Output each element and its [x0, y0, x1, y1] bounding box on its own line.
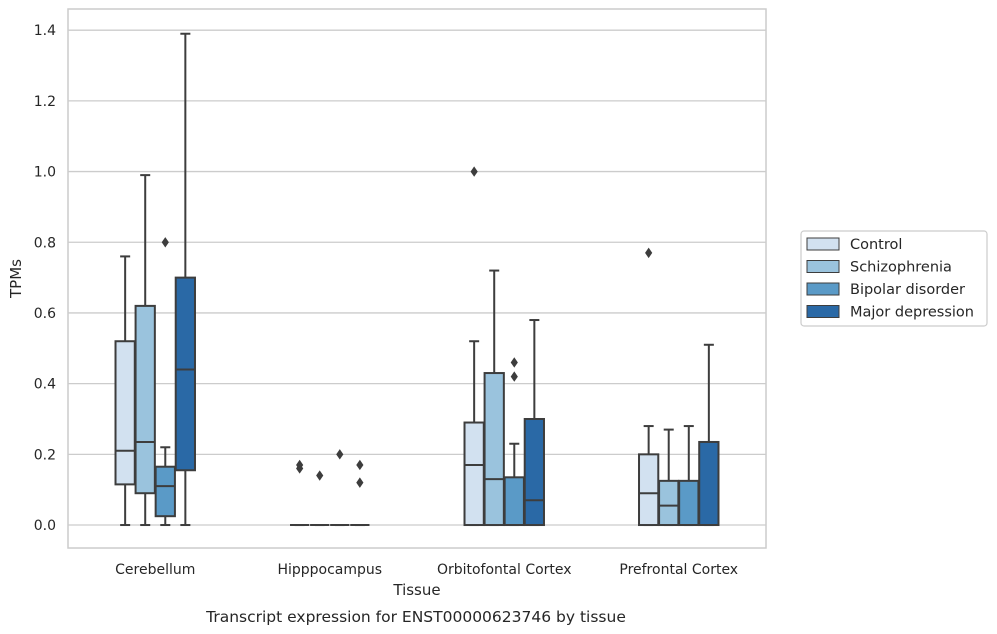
outlier-point	[510, 357, 518, 368]
legend: Control Schizophrenia Bipolar disorder Majo…	[800, 230, 988, 327]
box-major-depression-2	[523, 319, 545, 527]
outlier-point	[510, 371, 518, 382]
box-bipolar-disorder-0	[154, 237, 176, 527]
box-bipolar-disorder-2	[503, 357, 525, 527]
box-control-2	[463, 166, 485, 527]
legend-swatch	[806, 282, 840, 296]
legend-swatch	[806, 237, 840, 251]
iqr-box	[174, 276, 196, 472]
y-axis-label: TPMs	[7, 259, 25, 299]
legend-frame	[800, 230, 988, 327]
box-schizophrenia-3	[658, 428, 680, 527]
x-tick-label: Hipppocampus	[277, 562, 382, 578]
outlier-point	[161, 237, 169, 248]
y-tick-label: 0.6	[34, 306, 56, 322]
box-bipolar-disorder-1	[330, 449, 350, 527]
iqr-box	[678, 479, 700, 527]
box-major-depression-3	[698, 343, 720, 527]
grid-lines	[68, 29, 766, 526]
plot-frame	[67, 8, 767, 549]
box-schizophrenia-1	[310, 470, 330, 527]
x-tick-label: Cerebellum	[115, 562, 195, 578]
iqr-box	[503, 476, 525, 527]
y-tick-label: 1.2	[34, 94, 56, 110]
box-major-depression-1	[350, 459, 370, 527]
box-control-0	[114, 255, 136, 527]
boxes	[114, 32, 720, 527]
legend-label: Schizophrenia	[850, 260, 952, 276]
x-axis-label: Tissue	[392, 581, 440, 599]
y-tick-label: 0.4	[34, 377, 56, 393]
iqr-box	[523, 417, 545, 527]
legend-label: Control	[850, 237, 902, 253]
legend-label: Major depression	[850, 305, 974, 321]
y-axis-ticks: 0.0 0.2 0.4 0.6 0.8 1.0 1.2 1.4	[34, 23, 56, 534]
outlier-point	[356, 477, 364, 488]
outlier-point	[296, 459, 304, 471]
outlier-point	[356, 459, 364, 471]
iqr-box	[154, 465, 176, 518]
outlier-point	[336, 449, 344, 460]
box-control-3	[638, 247, 660, 527]
iqr-box	[463, 421, 485, 527]
y-tick-label: 1.0	[34, 165, 56, 181]
x-tick-label: Orbitofontal Cortex	[437, 562, 572, 578]
y-tick-label: 0.0	[34, 518, 56, 534]
iqr-box	[134, 304, 156, 495]
iqr-box	[114, 340, 136, 486]
legend-swatch	[806, 260, 840, 273]
legend-label: Bipolar disorder	[850, 282, 965, 298]
box-major-depression-0	[174, 32, 196, 527]
iqr-box	[698, 440, 720, 527]
iqr-box	[483, 372, 505, 527]
outlier-point	[470, 166, 478, 177]
box-bipolar-disorder-3	[678, 425, 700, 527]
legend-swatch	[806, 305, 840, 318]
box-schizophrenia-0	[134, 174, 156, 527]
y-tick-label: 1.4	[34, 23, 56, 39]
y-tick-label: 0.2	[34, 447, 56, 463]
box-schizophrenia-2	[483, 269, 505, 527]
x-tick-label: Prefrontal Cortex	[619, 562, 738, 578]
y-tick-label: 0.8	[34, 235, 56, 251]
iqr-box	[638, 453, 660, 527]
iqr-box	[658, 479, 680, 527]
chart-caption: Transcript expression for ENST0000062374…	[205, 608, 626, 626]
outlier-point	[645, 247, 653, 259]
x-axis-ticks: Cerebellum Hipppocampus Orbitofontal Corte…	[115, 562, 738, 578]
box-control-1	[290, 459, 310, 527]
outlier-point	[316, 470, 324, 481]
